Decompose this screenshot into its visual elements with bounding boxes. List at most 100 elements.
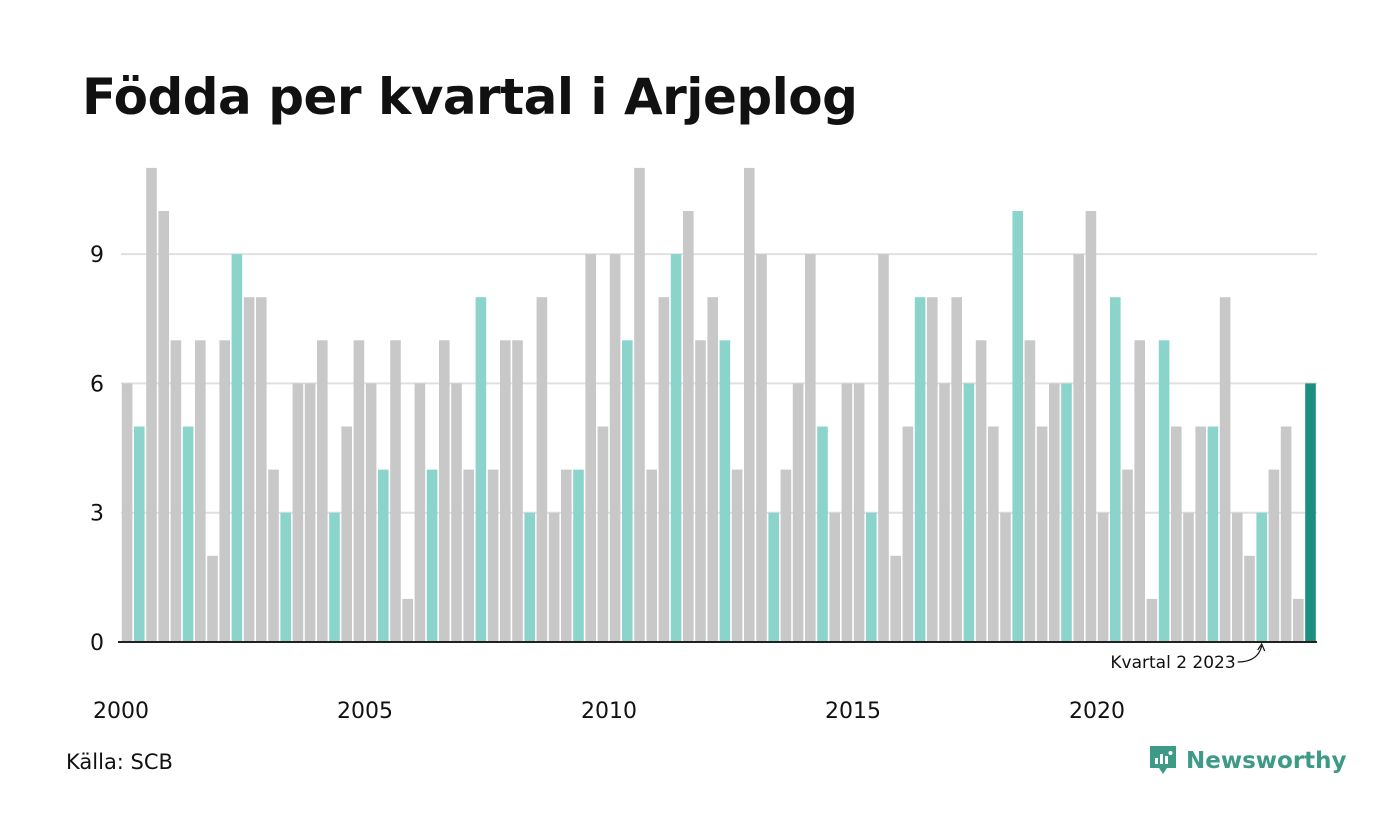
brand-name: Newsworthy bbox=[1186, 748, 1347, 774]
bar bbox=[792, 383, 804, 642]
bar bbox=[573, 469, 584, 642]
bar bbox=[1036, 426, 1048, 642]
bar bbox=[1268, 469, 1280, 642]
bar bbox=[1024, 340, 1036, 642]
bar bbox=[597, 426, 609, 642]
bar bbox=[1158, 340, 1170, 642]
bar bbox=[1000, 512, 1011, 642]
bar bbox=[1305, 383, 1316, 642]
bar bbox=[951, 297, 962, 642]
bar bbox=[243, 297, 255, 642]
bar bbox=[866, 512, 877, 642]
annotation-arrow bbox=[1237, 645, 1263, 663]
bar bbox=[451, 383, 462, 642]
bar bbox=[1171, 426, 1182, 642]
bar bbox=[414, 383, 426, 642]
bar bbox=[1110, 297, 1121, 642]
x-tick-label: 2015 bbox=[825, 699, 881, 724]
bar bbox=[975, 340, 987, 642]
bar bbox=[487, 469, 499, 642]
bar bbox=[890, 555, 901, 642]
bar bbox=[963, 383, 975, 642]
bar bbox=[1097, 512, 1109, 642]
bar bbox=[365, 383, 377, 642]
bar bbox=[500, 340, 511, 642]
bar bbox=[158, 211, 169, 642]
bar bbox=[1061, 383, 1072, 642]
bar bbox=[1232, 512, 1243, 642]
y-tick-label: 6 bbox=[90, 372, 104, 397]
bar bbox=[670, 254, 682, 642]
bar bbox=[829, 512, 840, 642]
bar bbox=[292, 383, 304, 642]
bar bbox=[121, 383, 133, 642]
bar bbox=[622, 340, 633, 642]
bar bbox=[207, 555, 218, 642]
bar bbox=[988, 426, 999, 642]
bar bbox=[1134, 340, 1145, 642]
bar bbox=[256, 297, 267, 642]
bar bbox=[1146, 598, 1158, 642]
bar bbox=[134, 426, 145, 642]
bar bbox=[329, 512, 340, 642]
bar bbox=[585, 254, 596, 642]
bar bbox=[658, 297, 670, 642]
bar bbox=[182, 426, 194, 642]
bar bbox=[853, 383, 865, 642]
bar bbox=[317, 340, 328, 642]
bar bbox=[146, 167, 157, 642]
bar bbox=[1183, 512, 1194, 642]
bar bbox=[1256, 512, 1267, 642]
bar bbox=[219, 340, 230, 642]
bar bbox=[902, 426, 914, 642]
bar bbox=[756, 254, 767, 642]
bar bbox=[463, 469, 474, 642]
bar bbox=[512, 340, 523, 642]
x-tick-label: 2010 bbox=[581, 699, 637, 724]
bar bbox=[378, 469, 389, 642]
bar bbox=[1207, 426, 1219, 642]
bar-chart: 0 3 6 9 2000 2005 2010 2015 2020 Kvartal 2 2023 bbox=[90, 167, 1317, 724]
x-tick-label: 2020 bbox=[1069, 699, 1125, 724]
bar bbox=[536, 297, 548, 642]
bar bbox=[695, 340, 706, 642]
bar bbox=[744, 167, 755, 642]
bar bbox=[1219, 297, 1231, 642]
bar bbox=[914, 297, 926, 642]
bar bbox=[841, 383, 853, 642]
bar bbox=[707, 297, 718, 642]
bar bbox=[719, 340, 731, 642]
annotation-arrowhead bbox=[1257, 642, 1266, 652]
bar bbox=[561, 469, 572, 642]
bar bbox=[1293, 598, 1304, 642]
bar bbox=[609, 254, 621, 642]
bar bbox=[646, 469, 657, 642]
bar bbox=[878, 254, 889, 642]
bar bbox=[927, 297, 938, 642]
annotation-label: Kvartal 2 2023 bbox=[1110, 653, 1235, 673]
y-tick-label: 0 bbox=[90, 631, 104, 656]
x-tick-label: 2005 bbox=[337, 699, 393, 724]
bar bbox=[1195, 426, 1206, 642]
bar bbox=[353, 340, 365, 642]
bar bbox=[1073, 254, 1084, 642]
bar bbox=[475, 297, 487, 642]
bar bbox=[817, 426, 828, 642]
bar bbox=[805, 254, 816, 642]
bar bbox=[1280, 426, 1292, 642]
x-tick-label: 2000 bbox=[93, 699, 149, 724]
bar bbox=[439, 340, 450, 642]
bar bbox=[280, 512, 291, 642]
bar bbox=[402, 598, 413, 642]
bar bbox=[390, 340, 401, 642]
brand-logo[interactable]: Newsworthy bbox=[1148, 744, 1347, 778]
bar bbox=[768, 512, 779, 642]
bar bbox=[1012, 211, 1023, 642]
bar bbox=[1085, 211, 1097, 642]
bar bbox=[1049, 383, 1060, 642]
bar bbox=[939, 383, 950, 642]
bar bbox=[231, 254, 243, 642]
bar bbox=[268, 469, 279, 642]
bar bbox=[341, 426, 352, 642]
chart-title: Födda per kvartal i Arjeplog bbox=[82, 68, 858, 126]
